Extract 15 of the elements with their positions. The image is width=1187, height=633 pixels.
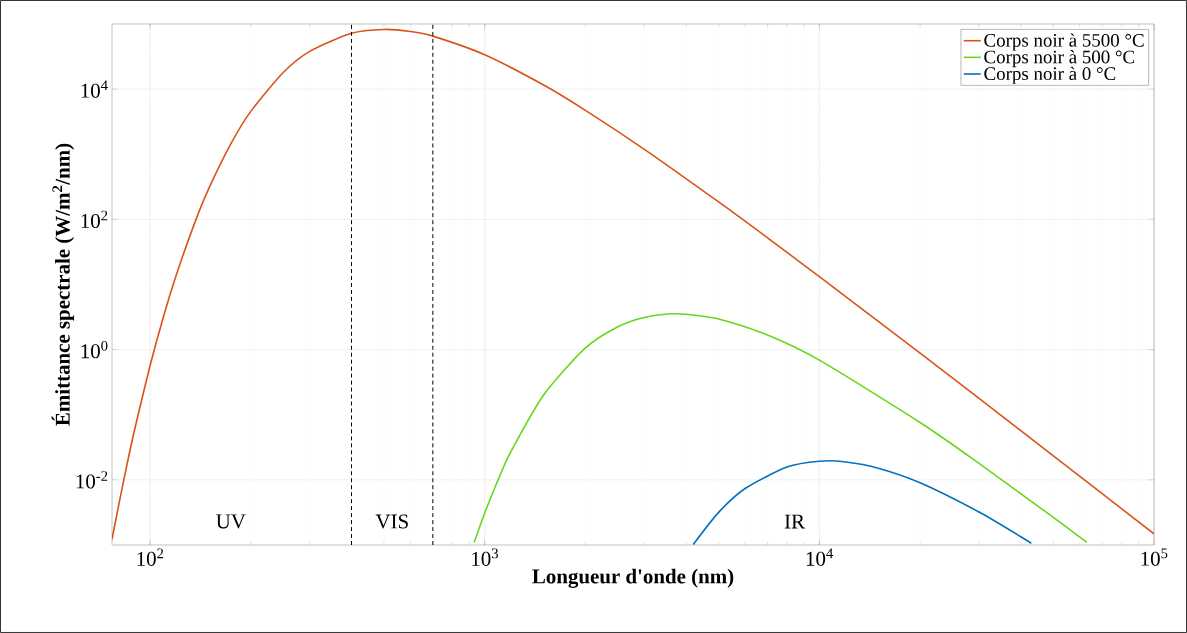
y-tick-label: 10$^{-2}$ bbox=[76, 471, 108, 489]
x-tick-label: 10$^{5}$ bbox=[1141, 548, 1168, 566]
x-tick-label: 10$^{3}$ bbox=[472, 548, 499, 566]
annotation: VIS bbox=[375, 514, 408, 529]
y-axis-title: Émittance spectrale (W/m$^{2}$/nm) bbox=[51, 143, 75, 426]
annotation: IR bbox=[784, 514, 805, 529]
y-tick-label: 10$^{2}$ bbox=[81, 210, 108, 229]
x-axis-title: Longueur d'onde (nm) bbox=[532, 568, 734, 588]
x-tick-label: 10$^{4}$ bbox=[806, 548, 834, 566]
annotation: UV bbox=[216, 514, 246, 529]
y-tick-label: 10$^{0}$ bbox=[81, 340, 108, 359]
x-tick-label: 10$^{2}$ bbox=[137, 548, 164, 566]
legend-label: Corps noir à 5500 °C bbox=[984, 33, 1144, 51]
y-tick-label: 10$^{4}$ bbox=[81, 80, 108, 98]
legend-label: Corps noir à 0 °C bbox=[984, 66, 1116, 84]
